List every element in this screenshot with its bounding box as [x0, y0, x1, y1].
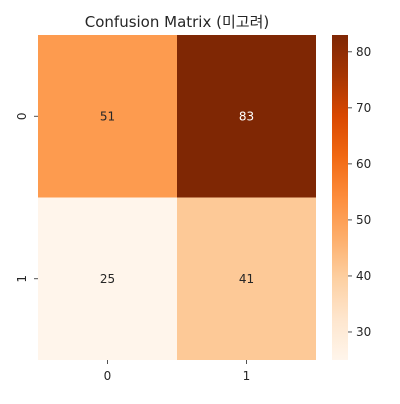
colorbar-ticks: 30 40 50 60 70 80	[348, 45, 371, 339]
cell-value-label-0-0: 51	[100, 109, 115, 123]
heatmap-cell-1-0	[38, 197, 177, 360]
heatmap-cell-0-0	[38, 35, 177, 198]
y-tick-label-1: 1	[15, 275, 29, 283]
chart-title: Confusion Matrix (미고려)	[85, 13, 269, 31]
colorbar: 30 40 50 60 70 80	[332, 35, 371, 360]
x-tick-label-1: 1	[243, 369, 251, 383]
cell-value-label-1-1: 41	[239, 272, 254, 286]
heatmap-cell-1-1	[177, 197, 316, 360]
colorbar-tick-label-2: 50	[356, 213, 371, 227]
colorbar-tick-label-1: 40	[356, 269, 371, 283]
colorbar-tick-label-0: 30	[356, 325, 371, 339]
x-tick-label-0: 0	[104, 369, 112, 383]
y-axis: 01	[15, 112, 38, 283]
cell-value-label-1-0: 25	[100, 272, 115, 286]
heatmap-cell-0-1	[177, 35, 316, 198]
cell-value-label-0-1: 83	[239, 109, 254, 123]
colorbar-tick-label-3: 60	[356, 157, 371, 171]
heatmap-cells: 51 83 25 41	[38, 35, 316, 360]
colorbar-tick-label-5: 80	[356, 45, 371, 59]
y-tick-label-0: 0	[15, 112, 29, 120]
colorbar-tick-label-4: 70	[356, 101, 371, 115]
colorbar-gradient	[332, 35, 348, 360]
